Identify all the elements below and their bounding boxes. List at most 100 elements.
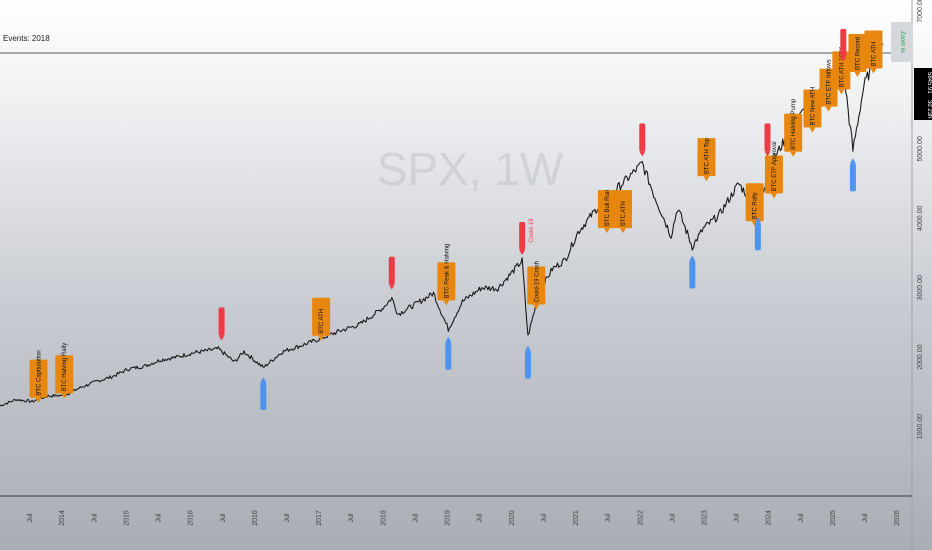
annotation-box xyxy=(832,51,851,90)
annotation-box xyxy=(864,30,883,69)
annotation-pointer xyxy=(533,304,540,310)
annotation-pointer xyxy=(443,300,450,306)
annotation-pointer xyxy=(825,106,832,112)
bull-marker-tip xyxy=(445,336,452,342)
x-tick-label: 2024 xyxy=(766,510,773,526)
annotation-callout: BTC New ATH xyxy=(803,87,822,133)
bear-marker xyxy=(764,123,771,157)
y-tick-label: 2000.00 xyxy=(917,344,924,369)
annotation-text: BTC Peak & Halving xyxy=(444,244,450,299)
x-tick-label: 2015 xyxy=(123,510,130,526)
annotation-text: BTC ATH xyxy=(871,42,877,67)
bull-marker-body xyxy=(445,341,452,370)
header-label: Events: 2018 xyxy=(3,34,50,43)
annotation-text: BTC ATH Top xyxy=(704,137,710,174)
bear-marker-body xyxy=(519,221,526,250)
x-tick-label: 2018 xyxy=(380,510,387,526)
x-tick-label: Jul xyxy=(91,513,98,522)
bull-marker xyxy=(524,345,531,379)
x-tick-label: Jul xyxy=(412,513,419,522)
y-tick-label: 7000.00 xyxy=(917,0,924,23)
annotation-text: BTC ETF Inflows xyxy=(827,59,833,104)
bear-marker xyxy=(218,307,225,341)
x-tick-label: 2014 xyxy=(59,510,66,526)
bear-marker-tip xyxy=(519,249,526,255)
x-tick-label: Jul xyxy=(156,513,163,522)
annotation-box xyxy=(29,359,48,398)
bear-marker-body xyxy=(764,123,771,152)
annotation-text: BTC ATH 100K xyxy=(839,47,845,88)
x-tick-label: 2020 xyxy=(509,510,516,526)
x-tick-label: Jul xyxy=(605,513,612,522)
annotation-callout: BTC Halving Rally xyxy=(55,343,74,399)
event-text-label: Covid-19 xyxy=(529,218,535,243)
annotation-callout: BTC ATH xyxy=(864,30,883,74)
x-tick-label: 2022 xyxy=(637,510,644,526)
annotation-box xyxy=(848,33,867,72)
annotation-pointer xyxy=(619,228,626,234)
x-tick-label: Jul xyxy=(541,513,548,522)
bear-marker-body xyxy=(840,28,847,57)
annotation-callout: BTC Rally xyxy=(745,183,764,227)
x-tick-label: 2016 xyxy=(252,510,259,526)
x-tick-label: 2017 xyxy=(316,510,323,526)
bear-marker xyxy=(840,28,847,62)
annotation-box xyxy=(613,190,632,229)
annotation-box xyxy=(784,113,803,152)
x-tick-label: Jul xyxy=(477,513,484,522)
annotation-text: BTC Capitulation xyxy=(37,350,43,395)
bull-marker-body xyxy=(754,222,761,251)
bear-marker-tip xyxy=(388,284,395,290)
zoom-hint-label[interactable]: Zoom in xyxy=(891,22,913,62)
annotation-text: Covid-19 Crash xyxy=(534,261,540,303)
bull-marker-tip xyxy=(849,158,856,164)
y-tick-label: 5000.00 xyxy=(917,136,924,161)
bull-marker-tip xyxy=(524,345,531,351)
annotation-callout: BTC Record xyxy=(848,33,867,77)
annotation-box xyxy=(55,355,74,394)
bull-marker-body xyxy=(689,260,696,289)
annotation-text: BTC Halving Pump xyxy=(791,98,797,150)
y-tick-label: 4000.00 xyxy=(917,206,924,231)
annotation-pointer xyxy=(790,151,797,157)
x-tick-label: Jul xyxy=(348,513,355,522)
bull-marker xyxy=(849,158,856,192)
annotation-text: BTC Halving Rally xyxy=(62,343,68,392)
annotation-box xyxy=(764,155,783,194)
annotation-pointer xyxy=(870,68,877,74)
x-tick-label: 2016 xyxy=(188,510,195,526)
annotation-pointer xyxy=(61,393,68,399)
annotation-box xyxy=(745,183,764,222)
countdown-label: 3d 23h xyxy=(914,98,932,120)
watermark-symbol: SPX, 1W xyxy=(377,143,564,195)
annotation-text: BTC Bull Run xyxy=(605,190,611,226)
annotation-callout: BTC Peak & Halving xyxy=(437,244,456,306)
price-value: 5845.91 xyxy=(926,72,932,94)
bear-marker-tip xyxy=(639,151,646,157)
bull-marker xyxy=(754,217,761,251)
x-tick-label: 2021 xyxy=(573,510,580,526)
bull-marker-tip xyxy=(689,255,696,261)
annotation-box xyxy=(312,297,331,336)
bull-marker xyxy=(445,336,452,370)
bear-marker-tip xyxy=(840,56,847,62)
y-tick-label: 3000.00 xyxy=(917,275,924,300)
annotation-pointer xyxy=(809,127,816,133)
annotation-box xyxy=(527,266,546,305)
bear-marker-tip xyxy=(764,151,771,157)
y-tick-label: 1000.00 xyxy=(917,414,924,439)
bear-marker-tip xyxy=(218,335,225,341)
x-tick-label: 2023 xyxy=(701,510,708,526)
annotation-callout: BTC ATH Top xyxy=(697,137,716,182)
annotation-callout: BTC Bull Run xyxy=(597,190,616,234)
x-tick-label: Jul xyxy=(669,513,676,522)
annotation-callout: BTC ETF Approval xyxy=(764,141,783,199)
annotation-callout: BTC Halving Pump xyxy=(784,98,803,157)
annotation-pointer xyxy=(603,228,610,234)
annotation-text: BTC ATH xyxy=(319,309,325,334)
x-tick-label: Jul xyxy=(220,513,227,522)
x-tick-label: Jul xyxy=(862,513,869,522)
countdown-value: 3d 23h xyxy=(926,99,932,119)
annotation-text: BTC Record xyxy=(855,37,861,70)
